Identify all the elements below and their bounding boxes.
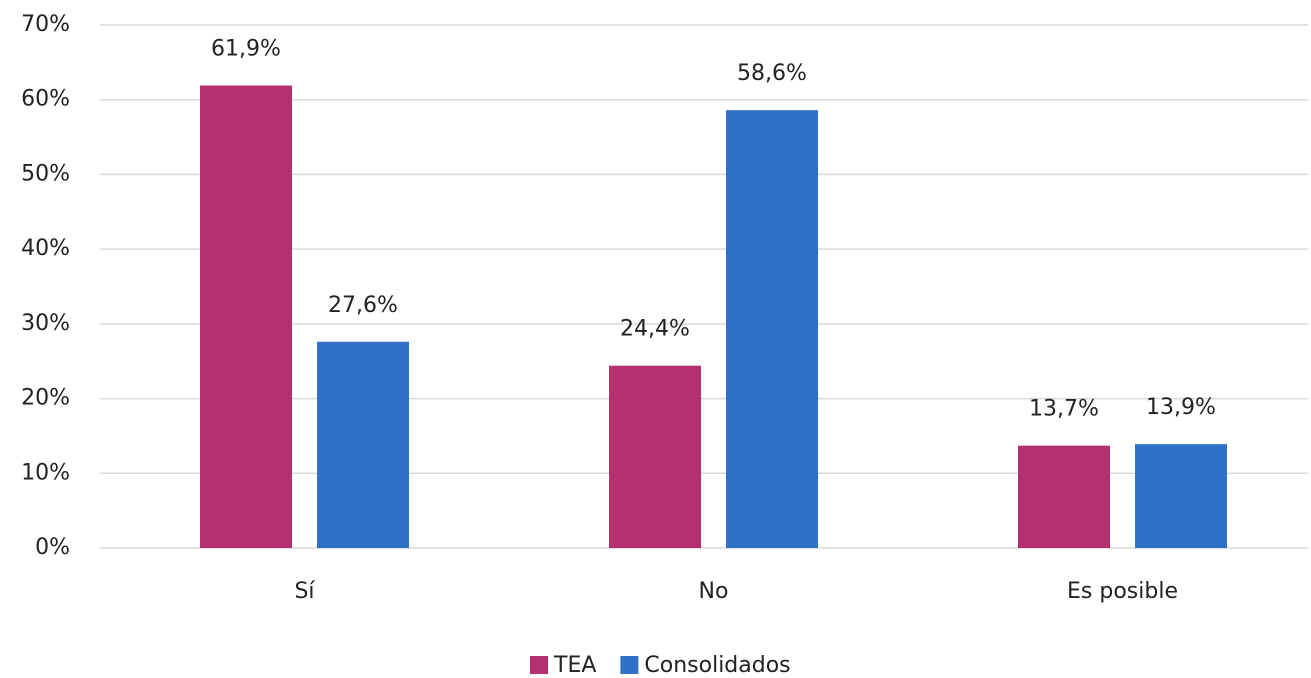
y-tick-label: 40% xyxy=(21,236,70,261)
data-label: 61,9% xyxy=(211,37,281,62)
data-label: 24,4% xyxy=(620,317,690,342)
bar xyxy=(726,110,818,548)
bar xyxy=(1018,445,1110,548)
data-label: 58,6% xyxy=(737,61,807,86)
x-tick-label: No xyxy=(699,579,729,604)
legend-label: Consolidados xyxy=(644,653,790,678)
y-tick-label: 20% xyxy=(21,386,70,411)
y-tick-label: 10% xyxy=(21,460,70,485)
data-label: 27,6% xyxy=(328,293,398,318)
x-tick-label: Es posible xyxy=(1067,579,1178,604)
legend-label: TEA xyxy=(553,653,596,678)
bar xyxy=(1135,444,1227,548)
y-tick-label: 30% xyxy=(21,311,70,336)
bar xyxy=(317,341,409,548)
y-tick-label: 50% xyxy=(21,161,70,186)
legend-swatch xyxy=(530,656,548,674)
bar xyxy=(200,85,292,549)
x-tick-label: Sí xyxy=(294,579,315,604)
y-tick-label: 0% xyxy=(35,535,70,560)
data-label: 13,7% xyxy=(1029,397,1099,422)
legend-swatch xyxy=(620,656,639,674)
data-label: 13,9% xyxy=(1146,395,1216,420)
y-tick-label: 60% xyxy=(21,87,70,112)
y-tick-label: 70% xyxy=(21,12,70,37)
bar xyxy=(609,365,701,548)
